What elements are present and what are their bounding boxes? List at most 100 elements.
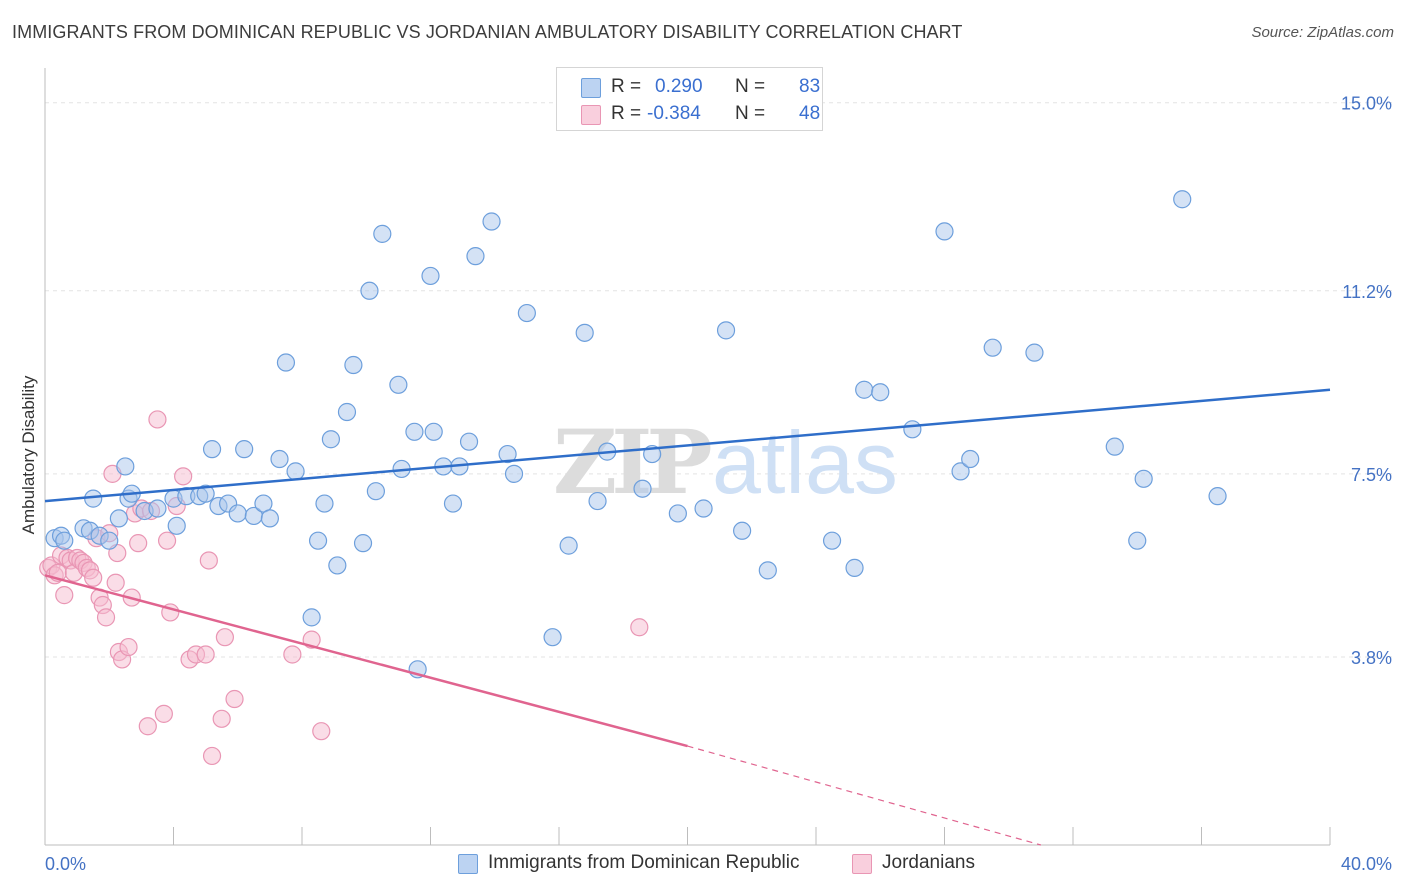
y-tick-label: 11.2% [1342,282,1392,302]
dominican-point [353,534,373,553]
dominican-point [260,509,279,528]
dominican-point [1025,343,1044,362]
jordanians-point [96,608,116,627]
dominican-point [202,440,222,459]
dominican-point [822,531,842,550]
jordanians-point [215,628,234,647]
trend-line-jordanians-extension [687,745,1042,846]
jordanians-point [129,534,148,553]
dominican-point [405,422,424,441]
dominican-point [308,531,328,550]
dominican-point [315,494,334,513]
jordanians-point [212,709,231,728]
dominican-point [235,440,254,459]
dominican-point [517,303,536,323]
dominican-point [466,247,485,266]
dominican-point [871,383,890,402]
n-value: 83 [799,76,821,97]
dominican-point [302,608,321,627]
dominican-point [543,628,562,647]
jordanians-point [138,717,157,736]
y-tick-label: 15.0% [1341,94,1392,114]
jordanians-point [157,531,177,550]
chart-source: Source: ZipAtlas.com [1251,24,1394,41]
dominican-point [337,402,357,422]
legend-label: Immigrants from Dominican Republic [488,852,800,873]
dominican-point [366,482,385,501]
dominican-point [1173,190,1192,209]
x-tick-label-min: 0.0% [45,854,86,874]
jordanians-point [55,586,74,605]
jordanians-point [84,568,103,587]
dominican-point [951,462,970,481]
legend-label: Jordanians [882,852,975,873]
dominican-point [1105,437,1124,456]
jordanians-point [196,645,215,664]
jordanians-point [283,645,302,664]
jordanians-point [202,746,222,766]
jordanians-point [312,722,331,741]
y-axis-title: Ambulatory Disability [19,375,38,534]
dominican-point [559,536,578,555]
dominican-point [360,281,379,300]
r-value: -0.384 [647,103,701,124]
jordanians-point [106,573,125,592]
dominican-point [633,479,652,498]
dominican-point [270,449,289,469]
n-label: N = [735,76,766,97]
stats-legend: R = 0.290 N = 83 R = -0.384 N = 48 [556,67,823,131]
axes [44,68,1331,846]
trend-line-dominican [44,388,1331,503]
dominican-point [421,266,440,286]
y-tick-label: 7.5% [1351,465,1392,485]
r-label: R = [611,103,642,124]
jordanians-point [630,618,649,637]
dominican-point [344,355,363,375]
dominican-point [961,449,980,469]
dominican-point [55,531,74,550]
x-tick-labels: 0.0% 40.0% [45,854,1392,874]
jordanians-point [174,467,193,486]
dominican-point [668,504,687,523]
r-label: R = [611,76,642,97]
dominican-point [903,420,922,439]
dominican-point [328,556,347,575]
dominican-point [482,212,501,231]
r-value: 0.290 [655,76,703,97]
dominican-point [286,462,305,481]
y-tick-label: 3.8% [1351,648,1392,668]
dominican-point [588,491,607,511]
y-tick-labels: 3.8% 7.5% 11.2% 15.0% [1341,94,1392,668]
dominican-point [196,484,215,503]
dominican-point [321,430,341,449]
dominican-point [228,504,247,523]
dominican-point [1208,487,1227,506]
dominican-point [1128,531,1147,550]
dominican-point [694,499,713,518]
dominican-points [45,190,1227,679]
watermark-zip: ZIP [553,410,710,514]
dominican-point [116,457,135,476]
watermark-atlas: atlas [712,413,898,512]
jordanians-point [119,637,138,657]
dominican-point [498,444,517,464]
jordanians-point [148,410,167,429]
dominican-point [148,499,167,518]
dominican-point [167,516,186,535]
dominican-point [504,464,524,483]
dominican-point [276,353,296,372]
dominican-point [443,494,463,513]
jordanians-point [154,704,173,723]
legend-swatch-pink [581,105,601,125]
dominican-point [1134,469,1153,488]
chart-title: IMMIGRANTS FROM DOMINICAN REPUBLIC VS JO… [12,22,963,42]
dominican-point [758,561,777,580]
legend-swatch-blue [458,854,478,874]
dominican-point [389,375,408,394]
jordanians-point [225,689,244,709]
legend-swatch-pink [852,854,872,874]
dominican-point [845,558,864,577]
dominican-point [109,509,128,528]
dominican-point [100,531,119,550]
